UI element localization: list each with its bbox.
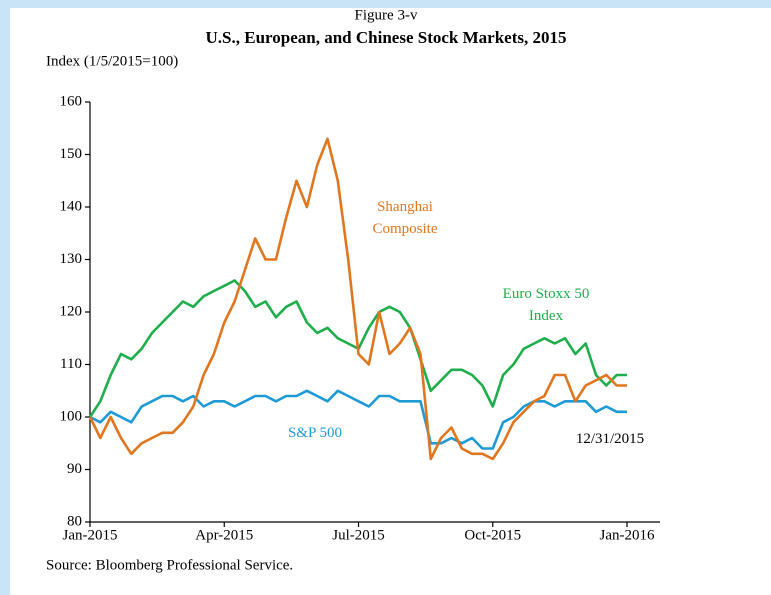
y-tick-label: 150 bbox=[60, 146, 83, 162]
figure-label: Figure 3-v bbox=[355, 7, 418, 23]
x-tick-label: Apr-2015 bbox=[195, 527, 253, 543]
x-tick-label: Jan-2015 bbox=[63, 527, 118, 543]
series-line bbox=[88, 137, 627, 461]
chart-title: U.S., European, and Chinese Stock Market… bbox=[206, 28, 567, 47]
annotation-line: Index bbox=[529, 308, 564, 324]
x-tick-label: Oct-2015 bbox=[464, 527, 521, 543]
annotation: 12/31/2015 bbox=[576, 431, 644, 447]
annotation: Shanghai Composite bbox=[372, 199, 437, 237]
y-tick-label: 80 bbox=[67, 513, 82, 529]
panel bbox=[10, 8, 771, 595]
y-tick-label: 90 bbox=[67, 461, 82, 477]
y-tick-label: 120 bbox=[60, 303, 83, 319]
annotation-line: Euro Stoxx 50 bbox=[503, 286, 590, 302]
annotation-line: S&P 500 bbox=[288, 425, 342, 441]
y-tick-label: 130 bbox=[60, 251, 83, 267]
x-tick-label: Jul-2015 bbox=[332, 527, 385, 543]
y-tick-label: 140 bbox=[60, 198, 83, 214]
annotation: S&P 500 bbox=[288, 425, 342, 441]
y-tick-label: 100 bbox=[60, 408, 83, 424]
y-axis-label: Index (1/5/2015=100) bbox=[46, 53, 178, 69]
annotation: Euro Stoxx 50 Index bbox=[503, 286, 590, 324]
annotation-line: Shanghai bbox=[377, 199, 433, 215]
series-line bbox=[89, 389, 627, 450]
source: Source: Bloomberg Professional Service. bbox=[46, 557, 293, 573]
y-tick-label: 160 bbox=[60, 93, 83, 109]
annotation-line: Composite bbox=[372, 221, 437, 237]
x-tick-label: Jan-2016 bbox=[600, 527, 655, 543]
annotation-line: 12/31/2015 bbox=[576, 431, 644, 447]
y-tick-label: 110 bbox=[60, 356, 82, 372]
